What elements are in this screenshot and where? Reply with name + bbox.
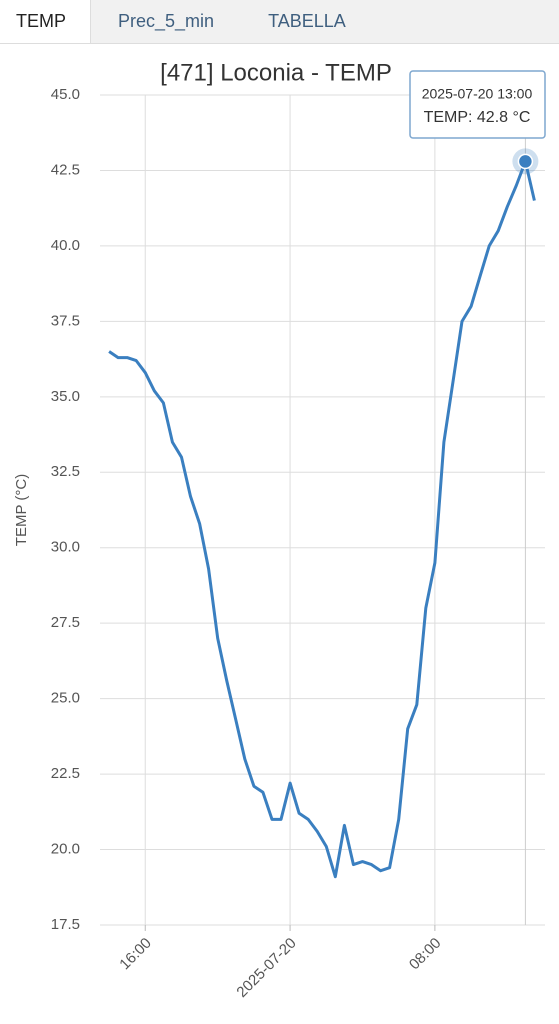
x-tick-label: 2025-07-20 [233,935,299,1001]
y-tick-label: 40.0 [51,237,80,254]
x-tick-label: 08:00 [406,935,445,974]
y-axis-label: TEMP (°C) [13,474,30,546]
y-tick-label: 30.0 [51,539,80,556]
tooltip-title: 2025-07-20 13:00 [422,86,533,102]
tooltip-text: TEMP: 42.8 °C [424,109,531,126]
chart: [471] Loconia - TEMP TEMP (°C) 17.5 20.0 2… [13,59,546,1001]
y-tick-label: 25.0 [51,690,80,707]
y-tick-label: 42.5 [51,161,80,178]
y-tick-label: 22.5 [51,765,80,782]
y-tick-label: 45.0 [51,86,80,103]
y-tick-label: 35.0 [51,388,80,405]
highlight-point [517,153,534,170]
line [108,159,536,879]
tab[interactable]: Prec_5_min [118,11,215,31]
tab[interactable]: TEMP [0,0,92,43]
y-tick-label: 20.0 [51,841,80,858]
y-tick-label: 32.5 [51,463,80,480]
y-tick-label: 37.5 [51,312,80,329]
x-tick-label: 16:00 [116,935,155,974]
chart-title: [471] Loconia - TEMP [160,59,392,86]
tab-bar: TEMP Prec_5_min TABELLA [0,0,559,44]
tab[interactable]: TABELLA [268,11,346,31]
y-tick-label: 17.5 [51,916,80,933]
tooltip: 2025-07-20 13:00 TEMP: 42.8 °C [409,70,546,139]
tooltip-box [409,70,546,139]
y-tick-label: 27.5 [51,614,80,631]
